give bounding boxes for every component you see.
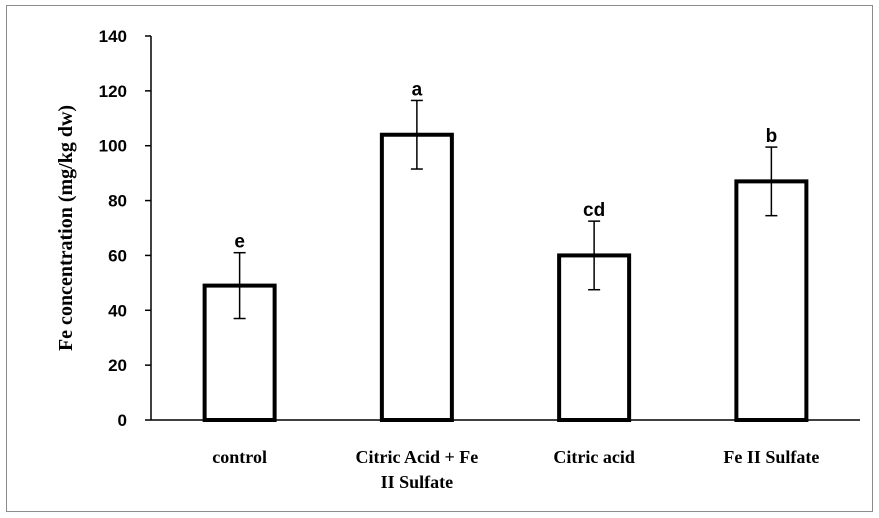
y-tick-label: 80 bbox=[108, 192, 127, 211]
y-tick-label: 20 bbox=[108, 356, 127, 375]
bar bbox=[379, 132, 454, 422]
x-category-label: Citric acid bbox=[553, 447, 634, 467]
bar bbox=[557, 253, 632, 422]
significance-label: e bbox=[234, 232, 245, 253]
x-category-label: II Sulfate bbox=[381, 472, 454, 492]
y-tick-label: 40 bbox=[108, 301, 127, 320]
y-axis-label: Fe concentration (mg/kg dw) bbox=[55, 105, 77, 351]
x-category-label: Citric Acid + Fe bbox=[356, 447, 479, 467]
significance-label: cd bbox=[583, 200, 605, 221]
bar bbox=[734, 179, 809, 422]
x-category-label: control bbox=[212, 447, 267, 467]
y-tick-label: 0 bbox=[118, 411, 127, 430]
x-category-label: Fe II Sulfate bbox=[723, 447, 819, 467]
y-tick-label: 120 bbox=[99, 82, 127, 101]
y-tick-label: 140 bbox=[99, 27, 127, 46]
y-tick-label: 60 bbox=[108, 246, 127, 265]
significance-label: a bbox=[412, 79, 423, 100]
y-tick-label: 100 bbox=[99, 137, 127, 156]
significance-label: b bbox=[766, 126, 778, 147]
